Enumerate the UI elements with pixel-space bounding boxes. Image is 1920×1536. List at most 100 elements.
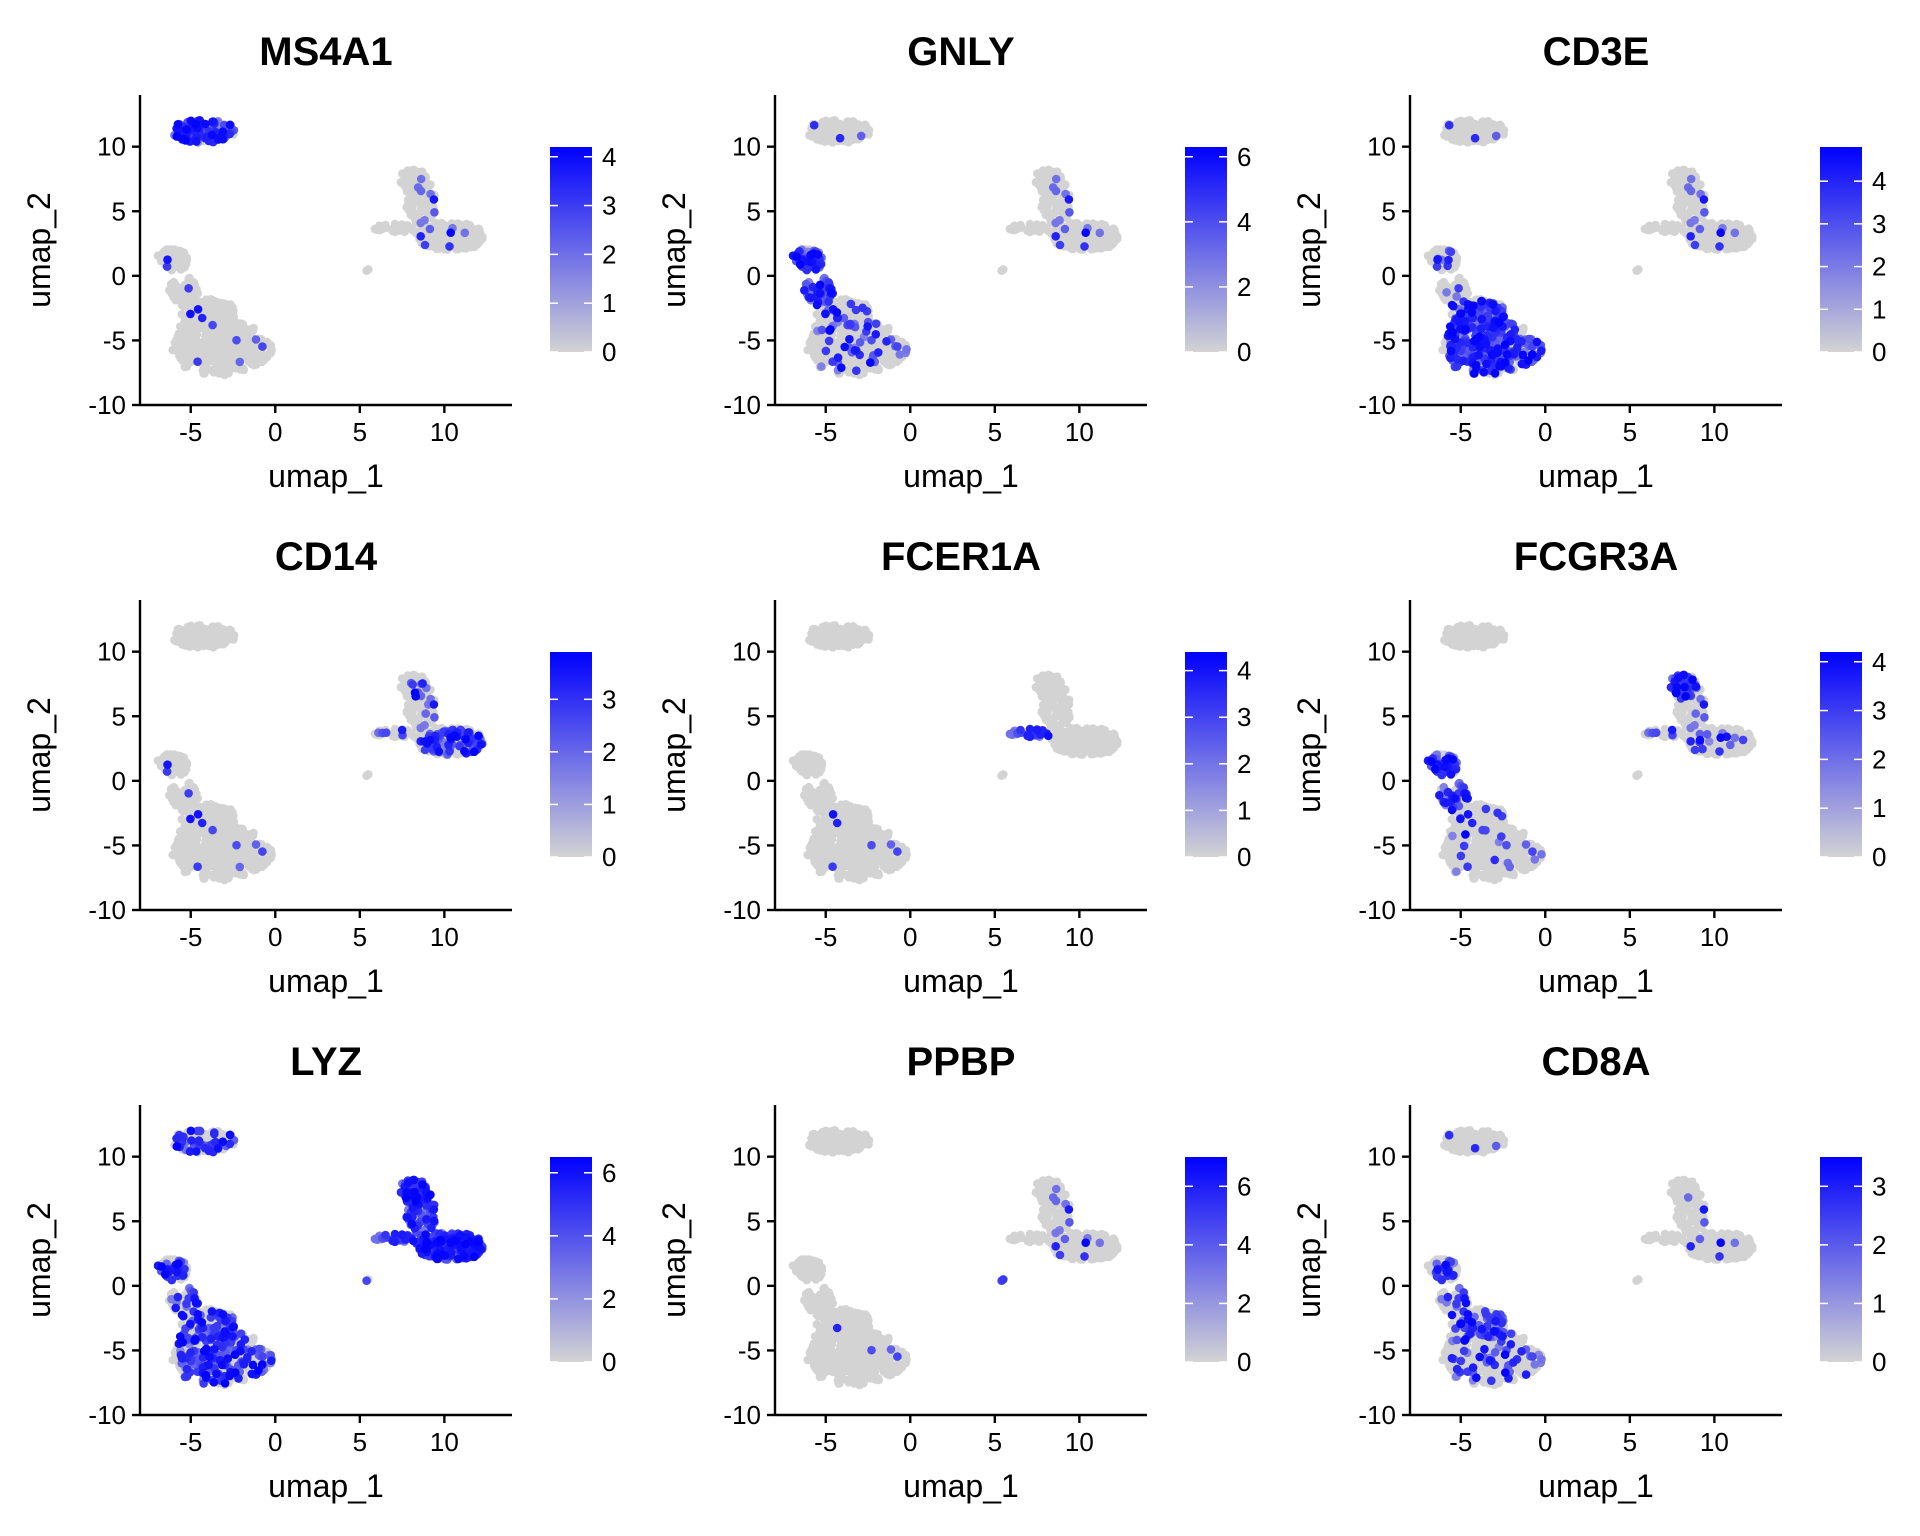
cell-point: [390, 227, 400, 237]
x-tick-label: -5: [1449, 417, 1472, 447]
cell-point: [826, 288, 836, 298]
cell-point: [178, 861, 187, 870]
cell-point: [802, 265, 812, 275]
y-tick-label: -5: [1373, 325, 1396, 355]
cell-point: [421, 709, 431, 718]
cell-point: [224, 873, 233, 883]
cell-point: [1476, 324, 1486, 334]
cell-point: [817, 325, 827, 335]
cell-point: [402, 706, 412, 716]
cell-point: [175, 827, 185, 836]
cell-point: [206, 295, 215, 304]
cell-point: [1479, 368, 1489, 377]
cell-point: [1660, 227, 1670, 237]
cell-point: [1442, 288, 1451, 297]
cell-point: [232, 840, 241, 850]
cell-point: [266, 348, 276, 358]
cell-point: [810, 341, 819, 351]
cell-point: [251, 335, 261, 344]
cell-point: [411, 209, 420, 219]
cell-point: [215, 851, 225, 860]
cell-point: [1480, 118, 1489, 127]
cell-point: [220, 338, 230, 347]
cell-point: [845, 319, 855, 329]
panel-title: CD3E: [1543, 30, 1650, 74]
cell-point: [177, 300, 187, 310]
cell-point: [1454, 284, 1463, 293]
cell-point: [186, 309, 195, 319]
cell-point: [364, 265, 373, 274]
cell-point: [251, 840, 261, 849]
cell-point: [160, 246, 170, 256]
cell-point: [425, 224, 435, 234]
colorbar-tick-label: 2: [1872, 252, 1886, 282]
cell-point: [199, 849, 208, 859]
cell-point: [1461, 325, 1470, 334]
cell-point: [411, 714, 420, 724]
cell-point: [817, 362, 826, 371]
cell-point: [1080, 242, 1089, 251]
x-tick-label: 5: [988, 417, 1002, 447]
cell-point: [1074, 222, 1084, 231]
cell-point: [1488, 300, 1498, 309]
cell-point: [201, 119, 210, 129]
cell-point: [460, 241, 469, 251]
y-tick-label: -10: [723, 390, 761, 420]
cell-point: [792, 252, 801, 261]
cell-point: [177, 626, 187, 635]
y-tick-label: 0: [747, 261, 761, 291]
cell-point: [1474, 350, 1483, 360]
colorbar-tick-label: 6: [1237, 142, 1251, 172]
cell-point: [418, 679, 427, 688]
cell-point: [871, 330, 881, 339]
cell-point: [378, 224, 387, 233]
cell-point: [445, 242, 454, 251]
cell-point: [826, 325, 835, 334]
cell-point: [218, 127, 228, 136]
colorbar-tick-label: 2: [1237, 272, 1251, 302]
cell-point: [1051, 232, 1060, 241]
cell-point: [809, 120, 819, 130]
cell-point: [208, 320, 217, 330]
x-tick-label: 10: [1700, 417, 1729, 447]
cell-point: [1013, 224, 1022, 233]
cell-point: [163, 255, 172, 264]
cell-point: [1695, 224, 1705, 234]
cell-point: [244, 357, 253, 366]
cell-point: [1482, 359, 1491, 369]
colorbar-tick-label: 0: [1872, 337, 1886, 367]
cell-point: [1532, 337, 1542, 347]
cell-point: [429, 700, 439, 709]
cell-point: [1686, 186, 1696, 196]
cell-point: [1477, 296, 1486, 306]
cell-point: [206, 800, 215, 809]
cell-point: [1109, 226, 1118, 236]
cell-point: [225, 120, 235, 130]
cell-point: [207, 810, 217, 820]
cell-point: [184, 789, 193, 798]
cell-point: [1672, 223, 1681, 232]
cell-point: [1672, 178, 1681, 187]
cell-point: [192, 284, 201, 294]
points: [1423, 116, 1757, 380]
cell-point: [381, 728, 391, 737]
cell-point: [1519, 323, 1528, 333]
cell-point: [874, 348, 883, 357]
x-tick-label: 5: [1623, 417, 1637, 447]
cell-point: [855, 338, 865, 347]
cell-point: [207, 356, 216, 366]
cell-point: [227, 306, 237, 316]
cell-point: [821, 309, 830, 319]
cell-point: [832, 308, 842, 317]
cell-point: [824, 297, 833, 306]
cell-point: [209, 367, 218, 377]
cell-point: [421, 204, 431, 213]
cell-point: [397, 725, 407, 735]
cell-point: [224, 628, 233, 638]
cell-point: [199, 344, 208, 354]
cell-point: [1051, 218, 1060, 228]
